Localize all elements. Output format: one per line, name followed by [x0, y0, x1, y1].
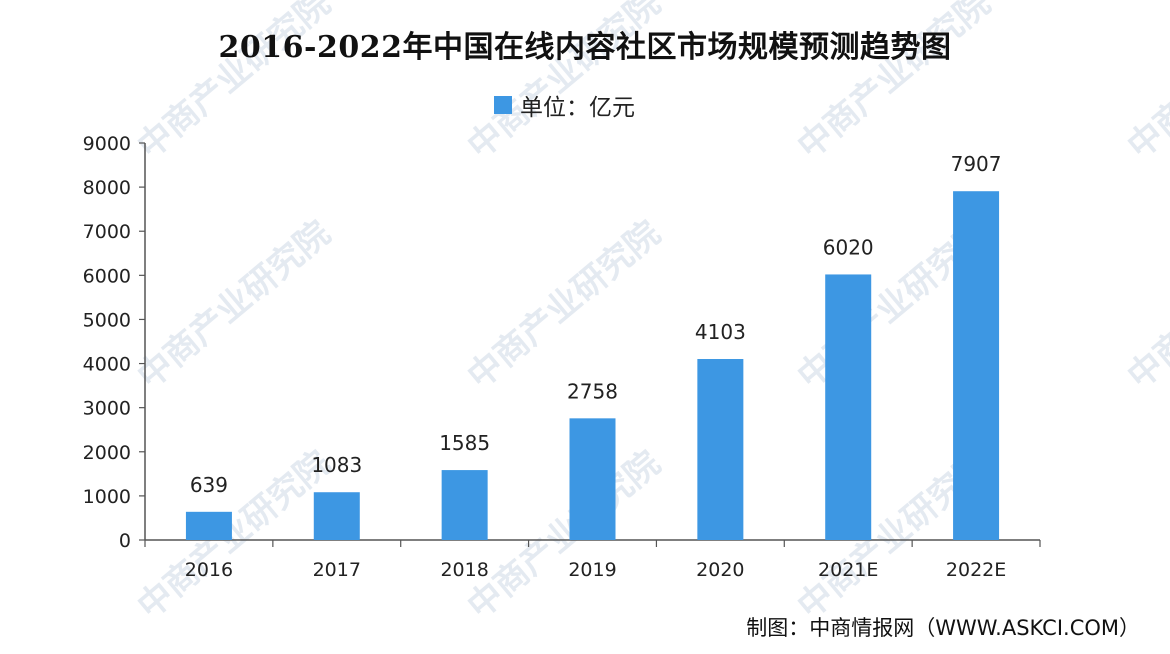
y-tick-label: 8000 [83, 177, 131, 199]
y-tick-label: 9000 [83, 133, 131, 155]
data-label: 7907 [951, 152, 1002, 176]
bar-2022E [953, 191, 1000, 540]
bar-2021E [825, 274, 872, 540]
bar-2017 [313, 492, 360, 540]
bar-2018 [441, 470, 488, 540]
data-label: 1585 [439, 431, 490, 455]
source-note: 制图：中商情报网（WWW.ASKCI.COM） [746, 616, 1140, 640]
y-tick-label: 0 [119, 530, 131, 552]
x-tick-label: 2019 [568, 559, 616, 581]
x-tick-label: 2017 [313, 559, 361, 581]
chart-title: 2016-2022年中国在线内容社区市场规模预测趋势图 [218, 30, 952, 65]
x-tick-label: 2022E [946, 559, 1006, 581]
y-tick-label: 2000 [83, 442, 131, 464]
data-label: 6020 [823, 235, 874, 259]
y-tick-label: 1000 [83, 486, 131, 508]
y-tick-label: 6000 [83, 265, 131, 287]
legend-swatch [494, 96, 512, 114]
data-label: 639 [190, 473, 228, 497]
bar-2016 [185, 511, 232, 540]
x-tick-label: 2021E [818, 559, 878, 581]
data-label: 2758 [567, 379, 618, 403]
y-tick-label: 4000 [83, 354, 131, 376]
watermark-text: 中商产业研究院 [460, 213, 668, 397]
x-tick-label: 2016 [185, 559, 233, 581]
bar-2020 [697, 359, 744, 540]
watermark-text: 中商产业研究院 [130, 443, 338, 627]
legend-label: 单位：亿元 [520, 95, 635, 121]
y-tick-label: 7000 [83, 221, 131, 243]
x-tick-label: 2018 [440, 559, 488, 581]
bar-2019 [569, 418, 616, 540]
y-tick-label: 3000 [83, 398, 131, 420]
data-label: 1083 [311, 453, 362, 477]
data-label: 4103 [695, 320, 746, 344]
legend: 单位：亿元 [494, 90, 635, 121]
watermark-text: 中商产业研究院 [130, 213, 338, 397]
y-tick-label: 5000 [83, 309, 131, 331]
watermark-text: 中商产业研究院 [1120, 213, 1170, 397]
watermark-text: 中商产业研究院 [460, 443, 668, 627]
x-tick-label: 2020 [696, 559, 744, 581]
